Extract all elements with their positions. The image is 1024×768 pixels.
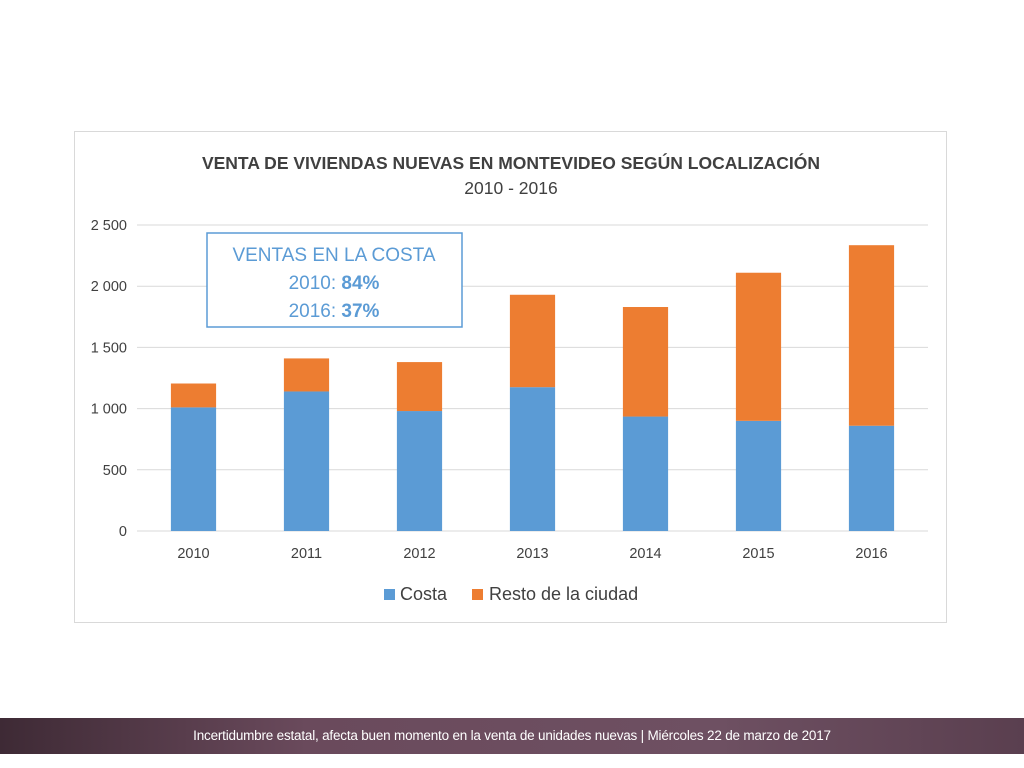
bars xyxy=(170,245,895,531)
y-tick-label: 500 xyxy=(103,463,127,479)
bar-resto-2016 xyxy=(848,245,895,426)
legend-swatch-costa xyxy=(384,589,395,600)
annotation-title: VENTAS EN LA COSTA xyxy=(232,245,435,266)
y-tick-label: 1 500 xyxy=(91,340,127,356)
x-tick-label: 2015 xyxy=(742,546,774,562)
bar-resto-2015 xyxy=(735,272,782,421)
annotation-line-2010: 2010: 84% xyxy=(289,273,380,294)
legend: Costa Resto de la ciudad xyxy=(384,584,638,604)
bar-resto-2013 xyxy=(509,294,556,388)
bar-costa-2011 xyxy=(283,391,330,531)
y-tick-label: 2 000 xyxy=(91,279,127,295)
bar-resto-2010 xyxy=(170,383,217,408)
legend-label-costa: Costa xyxy=(400,584,448,604)
annotation-box: VENTAS EN LA COSTA 2010: 84% 2016: 37% xyxy=(206,232,463,328)
chart-title: VENTA DE VIVIENDAS NUEVAS EN MONTEVIDEO … xyxy=(202,152,820,173)
y-tick-label: 1 000 xyxy=(91,402,127,418)
x-tick-label: 2012 xyxy=(403,546,435,562)
bar-costa-2014 xyxy=(622,416,669,531)
x-tick-label: 2013 xyxy=(516,546,548,562)
x-tick-label: 2016 xyxy=(855,546,887,562)
x-tick-label: 2014 xyxy=(629,546,661,562)
x-tick-label: 2010 xyxy=(177,546,209,562)
footer-caption: Incertidumbre estatal, afecta buen momen… xyxy=(193,728,831,743)
y-tick-label: 0 xyxy=(119,524,127,540)
bar-costa-2016 xyxy=(848,425,895,531)
bar-costa-2012 xyxy=(396,411,443,531)
bar-costa-2015 xyxy=(735,420,782,531)
footer-bar: Incertidumbre estatal, afecta buen momen… xyxy=(0,718,1024,754)
bar-resto-2014 xyxy=(622,307,669,417)
x-tick-label: 2011 xyxy=(291,546,322,562)
x-axis-ticks: 2010 2011 2012 2013 2014 2015 2016 xyxy=(177,546,887,562)
chart-svg: VENTA DE VIVIENDAS NUEVAS EN MONTEVIDEO … xyxy=(91,152,928,604)
bar-costa-2013 xyxy=(509,387,556,531)
legend-label-resto: Resto de la ciudad xyxy=(489,584,638,604)
bar-resto-2011 xyxy=(283,358,330,392)
legend-swatch-resto xyxy=(472,589,483,600)
chart-subtitle: 2010 - 2016 xyxy=(464,178,557,198)
y-tick-label: 2 500 xyxy=(91,218,127,234)
bar-costa-2010 xyxy=(170,407,217,531)
chart-frame: VENTA DE VIVIENDAS NUEVAS EN MONTEVIDEO … xyxy=(74,131,947,623)
y-axis-ticks: 0 500 1 000 1 500 2 000 2 500 xyxy=(91,218,127,540)
annotation-line-2016: 2016: 37% xyxy=(289,301,380,322)
bar-resto-2012 xyxy=(396,362,443,412)
